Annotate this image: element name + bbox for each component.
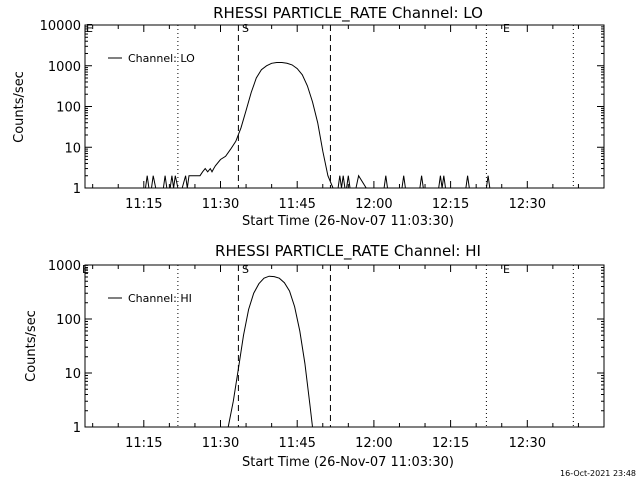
marker-label-s-lo: S	[242, 22, 249, 35]
y-tick-label: 1000	[48, 259, 81, 274]
y-ticks-lo: 1 10 100 1000 10000	[40, 19, 604, 197]
x-tick-label: 11:30	[202, 436, 239, 451]
event-markers-lo	[177, 25, 574, 188]
event-markers-hi	[177, 265, 574, 427]
y-tick-label: 10000	[40, 19, 81, 34]
chart-title-hi: RHESSI PARTICLE_RATE Channel: HI	[215, 242, 481, 261]
xlabel-hi: Start Time (26-Nov-07 11:03:30)	[242, 455, 454, 470]
marker-label-e-right-lo: E	[503, 22, 510, 35]
y-tick-label: 100	[56, 101, 81, 116]
y-tick-label: 100	[56, 313, 81, 328]
x-tick-label: 12:00	[355, 197, 392, 212]
y-tick-label: 10	[64, 141, 81, 156]
series-line-hi	[227, 275, 313, 428]
plot-frame-hi	[84, 264, 605, 428]
y-tick-label: 1000	[48, 60, 81, 75]
x-tick-label: 12:30	[509, 436, 546, 451]
panel-hi: RHESSI PARTICLE_RATE Channel: HI Counts/…	[24, 242, 605, 470]
marker-label-s-hi: S	[242, 263, 249, 276]
y-tick-label: 10	[64, 367, 81, 382]
ylabel-lo: Counts/sec	[12, 71, 27, 143]
x-tick-label: 12:00	[355, 436, 392, 451]
xlabel-lo: Start Time (26-Nov-07 11:03:30)	[242, 214, 454, 229]
x-tick-label: 12:30	[509, 197, 546, 212]
ylabel-hi: Counts/sec	[24, 310, 39, 382]
marker-label-e-right-hi: E	[503, 263, 510, 276]
x-tick-label: 11:30	[202, 197, 239, 212]
y-tick-label: 1	[73, 182, 81, 197]
x-tick-label: 11:15	[125, 436, 162, 451]
series-line-lo	[85, 62, 604, 189]
generation-timestamp: 16-Oct-2021 23:48	[560, 469, 636, 478]
x-tick-label: 12:15	[432, 197, 469, 212]
legend-label-hi: Channel: HI	[128, 292, 192, 305]
x-tick-label: 12:15	[432, 436, 469, 451]
marker-label-e-left-lo: E	[86, 22, 93, 35]
plot-frame-lo	[84, 24, 605, 189]
x-tick-label: 11:45	[278, 197, 315, 212]
x-tick-label: 11:15	[125, 197, 162, 212]
chart-title-lo: RHESSI PARTICLE_RATE Channel: LO	[213, 4, 483, 23]
legend-label-lo: Channel: LO	[128, 52, 195, 65]
panel-lo: RHESSI PARTICLE_RATE Channel: LO Counts/…	[12, 4, 605, 229]
marker-label-e-left-hi: E	[82, 263, 89, 276]
y-ticks-hi: 1 10 100 1000	[48, 259, 604, 436]
x-tick-label: 11:45	[278, 436, 315, 451]
y-tick-label: 1	[73, 421, 81, 436]
x-ticks-hi: 11:15 11:30 11:45 12:00 12:15 12:30	[92, 265, 605, 451]
x-ticks-lo: 11:15 11:30 11:45 12:00 12:15 12:30	[92, 25, 605, 212]
